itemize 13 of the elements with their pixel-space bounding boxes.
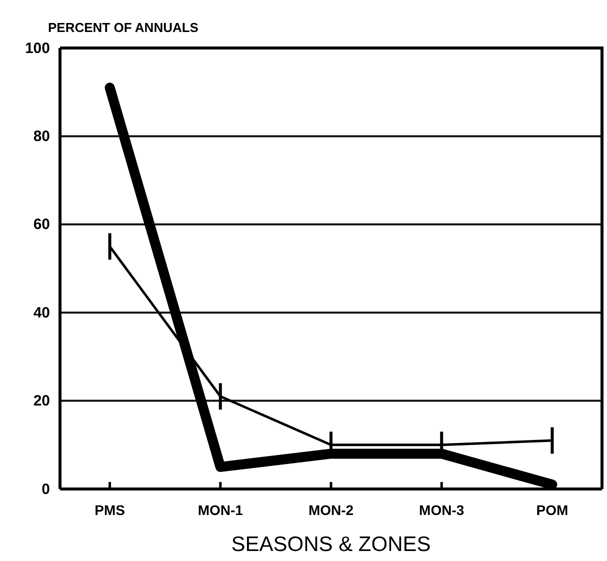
y-tick-label: 100 — [24, 40, 50, 57]
y-tick-label: 20 — [33, 392, 50, 410]
x-tick-label: MON-1 — [198, 502, 244, 518]
y-tick-label: 40 — [33, 304, 50, 322]
x-axis-title: SEASONS & ZONES — [231, 533, 431, 556]
x-tick-label: PMS — [94, 502, 125, 518]
y-tick-label: 60 — [33, 216, 50, 234]
y-tick-label: 80 — [33, 128, 50, 145]
y-tick-label: 0 — [42, 480, 50, 498]
x-tick-label: MON-3 — [419, 502, 464, 518]
x-tick-label: MON-2 — [308, 502, 354, 518]
x-tick-label: POM — [536, 502, 568, 518]
y-axis-title: PERCENT OF ANNUALS — [48, 20, 199, 35]
